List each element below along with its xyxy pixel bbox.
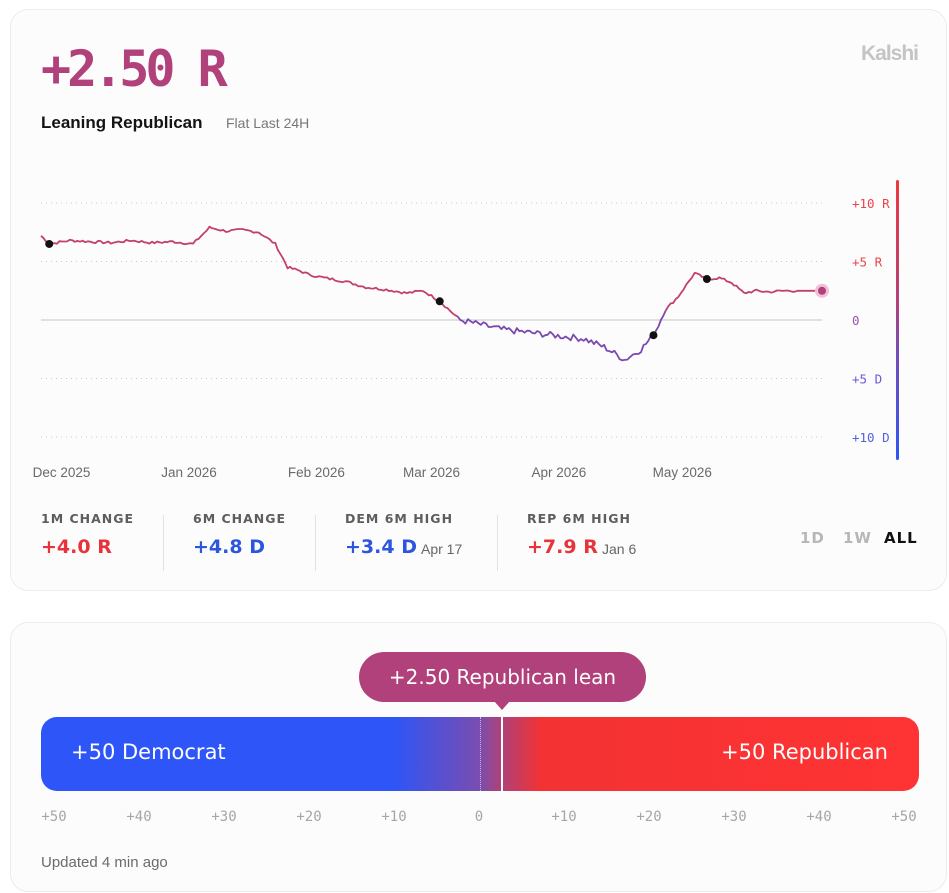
y-tick-label: +10 R [852,196,890,211]
tab-all[interactable]: ALL [884,529,918,547]
stats-row: 1M CHANGE +4.0 R 6M CHANGE +4.8 D DEM 6M… [11,505,948,571]
lean-label: Leaning Republican [41,113,203,132]
event-marker [435,297,444,306]
updated-timestamp: Updated 4 min ago [41,854,168,871]
scale-tick: +20 [296,809,322,825]
stat-date: Jan 6 [602,541,637,557]
current-point [818,286,826,295]
y-tick-label: +5 D [852,372,882,387]
tab-1d[interactable]: 1D [800,529,825,547]
stat-label: 1M CHANGE [41,511,135,526]
stat-value: +7.9 R [527,536,598,558]
lean-marker [501,717,503,791]
scale-tick: 0 [474,809,484,825]
y-tick-label: 0 [852,313,860,328]
scale-tick: +30 [721,809,747,825]
current-lean-value: +2.50 R [41,40,228,98]
event-marker [702,275,711,284]
democrat-end-label: +50 Democrat [71,740,226,764]
stat-divider [315,515,316,571]
event-marker [45,239,54,248]
lean-history-chart[interactable]: +10 R +5 R 0 +5 D +10 D Dec 2025 Jan 2026 Feb 2… [11,10,948,490]
republican-end-label: +50 Republican [721,740,888,764]
stat-label: REP 6M HIGH [527,511,631,526]
x-tick-label: May 2026 [653,465,712,480]
y-tick-label: +10 D [852,430,890,445]
tooltip-pointer [494,701,510,710]
lean-color-scale [896,180,899,460]
stat-value: +3.4 D [345,536,417,558]
x-tick-label: Dec 2025 [33,465,91,480]
x-tick-label: Feb 2026 [288,465,345,480]
x-tick-label: Mar 2026 [403,465,460,480]
kalshi-logo[interactable]: Kalshi [860,42,919,65]
stat-value: +4.8 D [193,536,265,558]
lean-meter-card: +2.50 Republican lean +50 Democrat +50 R… [10,622,947,892]
event-marker [649,331,658,340]
center-line [480,717,481,791]
series-line-segment [40,225,459,318]
scale-tick: +10 [381,809,407,825]
x-tick-label: Apr 2026 [532,465,587,480]
24h-change-label: Flat Last 24H [226,115,310,131]
scale-tick: +20 [636,809,662,825]
scale-tick: +40 [126,809,152,825]
y-tick-label: +5 R [852,255,883,270]
series-line-segment [456,310,667,362]
stat-label: 6M CHANGE [193,511,287,526]
series-line-segment [665,272,822,311]
scale-tick: +40 [806,809,832,825]
stat-divider [497,515,498,571]
stat-value: +4.0 R [41,536,112,558]
stat-divider [163,515,164,571]
stat-date: Apr 17 [421,541,463,557]
scale-tick: +30 [211,809,237,825]
stat-label: DEM 6M HIGH [345,511,454,526]
forecast-card: +2.50 R Kalshi Leaning Republican Flat L… [10,9,947,591]
meter-scale: +50 +40 +30 +20 +10 0 +10 +20 +30 +40 +50 [11,809,948,827]
scale-tick: +50 [891,809,917,825]
lean-tooltip: +2.50 Republican lean [359,652,646,702]
x-tick-label: Jan 2026 [161,465,217,480]
tab-1w[interactable]: 1W [843,529,872,547]
scale-tick: +10 [551,809,577,825]
scale-tick: +50 [41,809,67,825]
